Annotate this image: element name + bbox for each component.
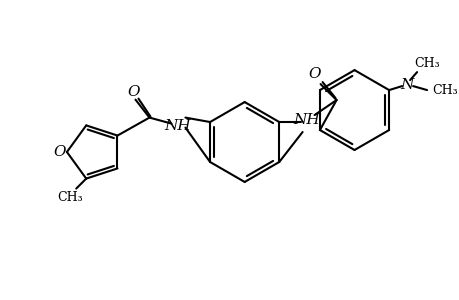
Text: CH₃: CH₃	[431, 84, 457, 97]
Text: CH₃: CH₃	[414, 57, 439, 70]
Text: O: O	[54, 145, 66, 159]
Text: N: N	[399, 78, 413, 92]
Text: NH: NH	[293, 113, 319, 127]
Text: O: O	[127, 85, 140, 99]
Text: O: O	[308, 67, 320, 81]
Text: NH: NH	[164, 118, 190, 133]
Text: CH₃: CH₃	[57, 191, 83, 204]
